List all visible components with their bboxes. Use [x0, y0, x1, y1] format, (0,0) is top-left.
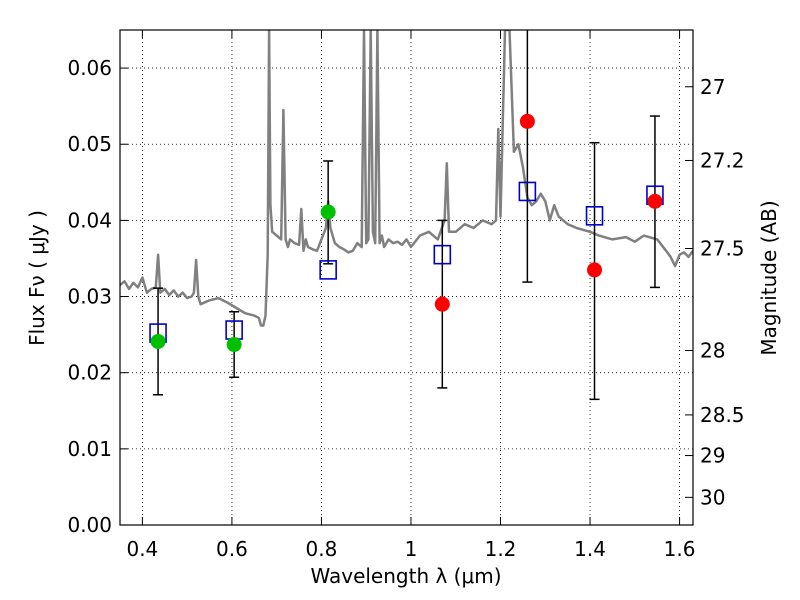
- y2-tick-label: 30: [700, 485, 725, 509]
- grid: [120, 30, 693, 526]
- y-axis-label: Flux Fν ( μJy ): [25, 210, 49, 346]
- x-tick-label: 0.6: [216, 537, 248, 561]
- y2-tick-label: 27: [700, 75, 725, 99]
- y2-tick-label: 29: [700, 444, 725, 468]
- y-tick-label: 0.03: [67, 285, 112, 309]
- plot-background: [120, 30, 693, 525]
- observed-flux-point: [519, 113, 535, 129]
- plot-area: [120, 30, 693, 327]
- y-tick-label: 0.02: [67, 361, 112, 385]
- y-tick-label: 0.04: [67, 208, 112, 232]
- spectrum-line: [120, 30, 693, 327]
- y2-axis-label: Magnitude (AB): [757, 200, 781, 355]
- plot-frame: [119, 29, 694, 526]
- model-flux-square: [319, 260, 337, 280]
- y-tick-label: 0.06: [67, 56, 112, 80]
- model-flux-square: [518, 181, 537, 202]
- axes: 0.4 0.6 0.8 1 1.2 1.4 1.6 0.00 0.01 0.02 0.03 0.04 0…: [67, 30, 745, 561]
- x-tick-label: 0.4: [126, 537, 158, 561]
- model-flux-square: [585, 206, 604, 226]
- observed-flux-point: [434, 296, 450, 312]
- y2-tick-label: 28.5: [700, 403, 745, 427]
- y2-tick-label: 28: [700, 339, 725, 363]
- y2-tick-label: 27.5: [700, 236, 745, 260]
- y-tick-label: 0.00: [67, 513, 112, 537]
- observed-flux-point: [320, 204, 336, 220]
- observed-flux-point: [647, 193, 663, 209]
- y2-tick-label: 27.2: [700, 148, 745, 172]
- observed-flux-point: [226, 337, 242, 353]
- x-tick-label: 0.8: [306, 537, 338, 561]
- observed-flux-point: [587, 262, 603, 278]
- error-bars: [149, 30, 664, 401]
- observed-flux-point: [150, 333, 166, 349]
- x-tick-label: 1.2: [485, 537, 517, 561]
- x-tick-label: 1.6: [664, 537, 696, 561]
- y-tick-label: 0.05: [67, 132, 112, 156]
- x-tick-label: 1.4: [574, 537, 606, 561]
- model-flux-square: [433, 244, 452, 265]
- x-tick-label: 1: [405, 537, 418, 561]
- x-axis-label: Wavelength λ (μm): [310, 564, 501, 588]
- y-tick-label: 0.01: [67, 437, 112, 461]
